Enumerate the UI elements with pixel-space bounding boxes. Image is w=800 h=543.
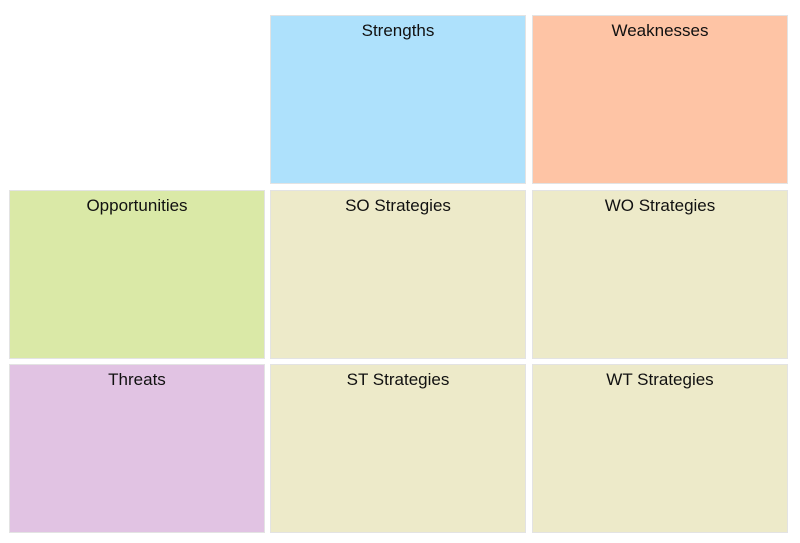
weaknesses-cell: Weaknesses <box>532 15 788 184</box>
st-strategies-cell: ST Strategies <box>270 364 526 533</box>
opportunities-cell: Opportunities <box>9 190 265 359</box>
opportunities-label: Opportunities <box>86 196 188 215</box>
so-strategies-cell: SO Strategies <box>270 190 526 359</box>
st-strategies-label: ST Strategies <box>346 370 450 389</box>
wo-strategies-cell: WO Strategies <box>532 190 788 359</box>
weaknesses-label: Weaknesses <box>611 21 709 40</box>
so-strategies-label: SO Strategies <box>345 196 451 215</box>
wt-strategies-label: WT Strategies <box>606 370 714 389</box>
strengths-cell: Strengths <box>270 15 526 184</box>
wo-strategies-label: WO Strategies <box>604 196 716 215</box>
threats-cell: Threats <box>9 364 265 533</box>
strengths-label: Strengths <box>361 21 435 40</box>
threats-label: Threats <box>108 370 166 389</box>
wt-strategies-cell: WT Strategies <box>532 364 788 533</box>
